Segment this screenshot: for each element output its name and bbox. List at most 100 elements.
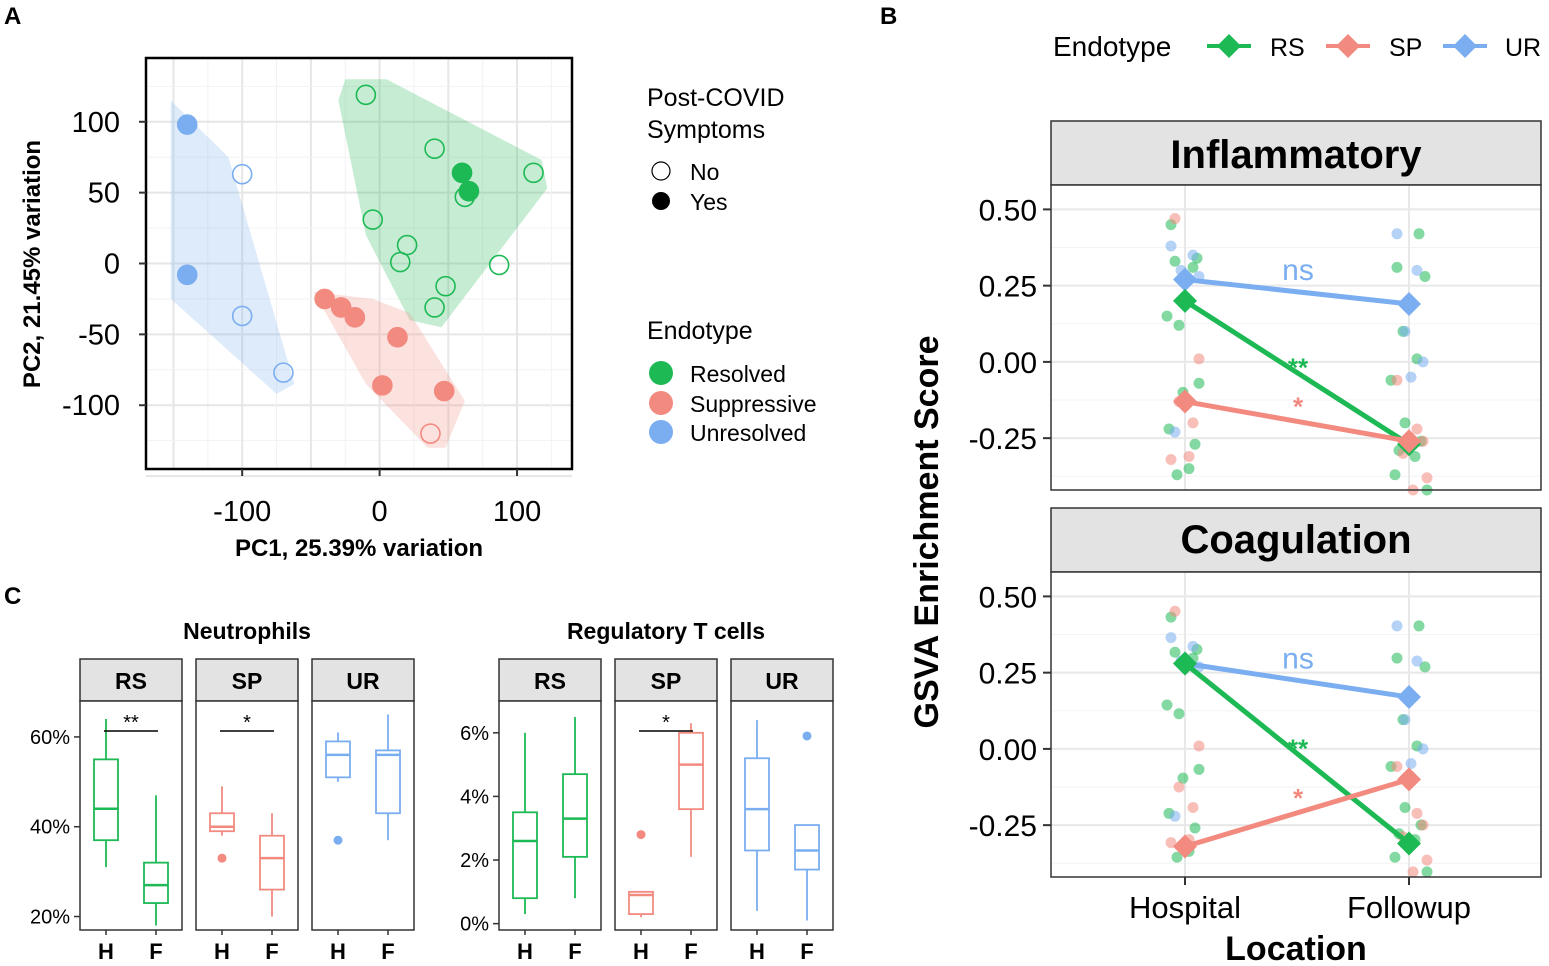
gsva-sample-point: [1421, 866, 1433, 878]
gsva-facet-coagulation-border: [1050, 571, 1542, 878]
gsva-legend: Endotype RS SP UR: [1053, 31, 1541, 62]
pca-point-resolved: [355, 84, 377, 106]
box-strip-sp: [195, 658, 299, 702]
box-xtick-label: F: [684, 939, 697, 964]
gsva-ytick-label: -0.25: [969, 810, 1037, 843]
pca-point-resolved: [389, 251, 411, 273]
gsva-sample-point: [1411, 655, 1423, 667]
gsva-sample-point: [1187, 801, 1199, 813]
box-strip-title-rs: RS: [115, 668, 147, 694]
box-strip-rs: [79, 658, 183, 702]
pca-point-resolved: [454, 186, 476, 208]
box-strip-title-ur: UR: [765, 668, 799, 694]
legend-symptom-yes-label: Yes: [690, 189, 728, 215]
box-strip-ur: [730, 658, 834, 702]
gsva-mean-marker-rs: [1397, 831, 1421, 856]
gsva-sample-point: [1389, 851, 1401, 863]
gsva-sample-point: [1391, 261, 1403, 273]
gsva-legend-rs-label: RS: [1270, 34, 1305, 62]
gsva-legend-sp-marker: [1336, 34, 1360, 58]
gsva-sample-point: [1169, 255, 1181, 267]
legend-unresolved-marker: [649, 420, 673, 444]
box-ytick-label: 60%: [30, 727, 70, 749]
gsva-sample-point: [1413, 620, 1425, 632]
gsva-sample-point: [1389, 469, 1401, 481]
tregs-boxplot: RS H F SP H F * UR H F 6% 4% 2% 0%: [460, 658, 834, 964]
box-outlier: [217, 853, 227, 863]
legend-suppressive-label: Suppressive: [690, 391, 817, 417]
gsva-xtick-label: Followup: [1347, 890, 1471, 925]
legend-symptoms-title-line2: Symptoms: [647, 116, 765, 144]
pca-xlabel: PC1, 25.39% variation: [235, 535, 483, 562]
legend-suppressive-marker: [649, 391, 673, 415]
pca-point-suppressive: [372, 375, 393, 396]
gsva-sample-point: [1169, 646, 1181, 658]
gsva-ytick-label: 0.50: [979, 581, 1037, 614]
box-iqr: [325, 740, 351, 779]
box-ytick-label: 2%: [460, 850, 489, 872]
pca-ytick-label: 100: [72, 107, 120, 139]
gsva-legend-ur-label: UR: [1505, 34, 1541, 62]
pca-point-resolved: [362, 209, 384, 230]
gsva-plot-bg: [1051, 185, 1541, 490]
gsva-facet-coagulation-title: Coagulation: [1180, 518, 1411, 562]
box-iqr: [744, 757, 770, 852]
gsva-sample-point: [1161, 699, 1173, 711]
gsva-sample-point: [1417, 356, 1429, 368]
neutrophils-boxplot: RS H F ** SP H F * UR H F 60% 40% 20%: [30, 658, 415, 964]
pca-point-suppressive: [420, 423, 441, 444]
legend-symptom-no-label: No: [690, 159, 719, 185]
box-xtick-label: F: [568, 939, 581, 964]
box-iqr: [678, 731, 704, 811]
gsva-sample-point: [1421, 472, 1433, 484]
box-iqr: [93, 758, 119, 842]
pca-point-resolved: [451, 162, 473, 184]
box-ytick-label: 20%: [30, 907, 70, 929]
gsva-sample-point: [1391, 760, 1403, 772]
box-xtick-label: H: [749, 939, 765, 964]
box-xtick-label: F: [800, 939, 813, 964]
gsva-sample-point: [1173, 781, 1185, 793]
pca-point-suppressive: [314, 288, 335, 310]
pca-point-resolved: [523, 162, 544, 184]
box-strip-rs: [498, 658, 602, 702]
gsva-sample-point: [1407, 866, 1419, 878]
gsva-legend-title: Endotype: [1053, 31, 1171, 62]
gsva-axes: 0.50 0.25 0.00 -0.25 0.50 0.25 0.00 -0.25 Hospit…: [969, 194, 1471, 925]
gsva-panel: Endotype RS SP UR Inflammatory ns*** Coa…: [908, 31, 1542, 966]
pca-point-suppressive: [433, 380, 455, 402]
pca-xtick-label: 0: [372, 496, 388, 528]
box-xtick-label: F: [381, 939, 394, 964]
box-ytick-label: 0%: [460, 914, 489, 936]
gsva-mean-line-sp: [1184, 777, 1410, 849]
box-iqr: [562, 773, 588, 858]
gsva-facet-inflammatory-strip: [1050, 120, 1542, 186]
tregs-title: Regulatory T cells: [567, 618, 765, 644]
pca-hull-sp: [313, 291, 465, 448]
box-iqr: [512, 811, 538, 900]
box-iqr: [143, 861, 169, 904]
gsva-mean-line-ur: [1184, 661, 1410, 700]
pca-point-suppressive: [330, 297, 352, 318]
gsva-sample-point: [1405, 371, 1417, 383]
gsva-sample-point: [1411, 807, 1423, 819]
gsva-legend-rs-marker: [1217, 34, 1241, 58]
gsva-facet-inflammatory-title: Inflammatory: [1170, 133, 1422, 177]
gsva-sample-point: [1187, 261, 1199, 273]
gsva-facet-inflammatory-plot: ns***: [1051, 185, 1541, 496]
pca-xtick-label: -100: [213, 496, 271, 528]
pca-ylabel: PC2, 21.45% variation: [19, 140, 46, 388]
gsva-sample-point: [1399, 714, 1411, 726]
gsva-sample-point: [1417, 819, 1429, 831]
panel-label-b: B: [880, 3, 897, 30]
gsva-xlabel: Location: [1225, 930, 1367, 966]
gsva-ytick-label: 0.00: [979, 734, 1037, 767]
gsva-sample-point: [1183, 450, 1195, 462]
gsva-sample-point: [1413, 228, 1425, 240]
gsva-ytick-label: 0.50: [979, 194, 1037, 227]
gsva-sample-point: [1171, 469, 1183, 481]
gsva-sample-point: [1193, 763, 1205, 775]
gsva-sample-point: [1417, 743, 1429, 755]
pca-point-suppressive: [344, 307, 366, 328]
